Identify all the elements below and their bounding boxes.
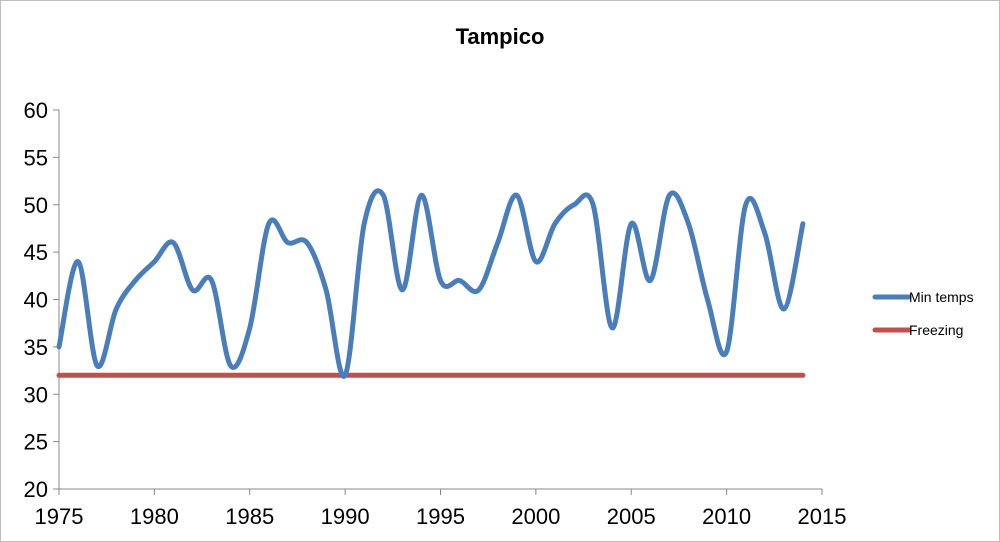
chart-title: Tampico (456, 24, 545, 49)
y-tick-label: 40 (24, 288, 48, 313)
x-tick-label: 2000 (511, 504, 560, 529)
x-tick-label: 2005 (607, 504, 656, 529)
y-tick-label: 25 (24, 430, 48, 455)
legend: Min temps Freezing (872, 289, 974, 338)
y-tick-label: 45 (24, 240, 48, 265)
axes: 20 25 30 35 40 45 50 55 60 1975 1980 1985 1990 1995 20… (24, 98, 847, 529)
y-tick-label: 60 (24, 98, 48, 123)
x-tick-label: 1985 (225, 504, 274, 529)
x-tick-label: 1995 (416, 504, 465, 529)
y-tick-label: 35 (24, 335, 48, 360)
y-tick-label: 30 (24, 382, 48, 407)
x-tick-label: 2010 (702, 504, 751, 529)
y-tick-label: 20 (24, 477, 48, 502)
x-tick-label: 1990 (321, 504, 370, 529)
legend-label-min-temps: Min temps (909, 289, 974, 305)
series-layer (56, 188, 806, 379)
x-tick-label: 2015 (798, 504, 847, 529)
x-tick-label: 1980 (130, 504, 179, 529)
series-line-min-temps (56, 188, 806, 379)
legend-label-freezing: Freezing (909, 322, 963, 338)
y-tick-label: 55 (24, 145, 48, 170)
x-tick-label: 1975 (35, 504, 84, 529)
y-tick-label: 50 (24, 193, 48, 218)
